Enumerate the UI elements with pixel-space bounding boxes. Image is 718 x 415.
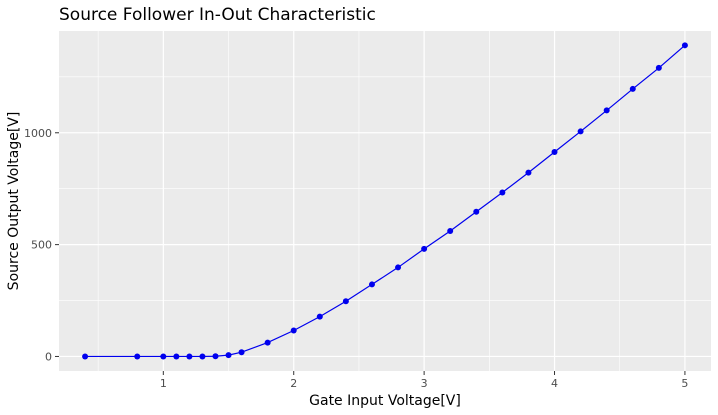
x-tick-label-3: 3 [421, 377, 428, 390]
data-point-19 [525, 169, 532, 176]
data-point-0 [82, 353, 89, 360]
grid-minor [59, 31, 711, 371]
x-tick-label-1: 1 [160, 377, 167, 390]
data-point-9 [264, 339, 271, 346]
data-point-8 [238, 349, 245, 356]
axis-ticks: 1 2 3 4 5 0 500 1000 [24, 127, 688, 390]
data-point-7 [225, 352, 232, 359]
data-point-23 [629, 85, 636, 92]
x-tick-label-2: 2 [290, 377, 297, 390]
x-tick-label-4: 4 [551, 377, 558, 390]
data-point-21 [577, 128, 584, 135]
data-point-2 [160, 353, 167, 360]
data-point-20 [551, 149, 558, 156]
data-point-17 [473, 208, 480, 215]
data-point-24 [655, 64, 662, 71]
data-point-22 [603, 107, 610, 114]
data-point-18 [499, 189, 506, 196]
data-point-15 [421, 245, 428, 252]
x-axis-title: Gate Input Voltage[V] [309, 393, 461, 409]
data-point-10 [290, 327, 297, 334]
data-point-6 [212, 353, 219, 360]
series-points [82, 42, 688, 360]
data-point-1 [134, 353, 141, 360]
y-tick-label-0: 0 [45, 350, 52, 363]
plot-panel [59, 31, 711, 371]
data-point-5 [199, 353, 206, 360]
data-point-16 [447, 227, 454, 234]
data-point-3 [173, 353, 180, 360]
data-point-25 [681, 42, 688, 49]
data-point-11 [316, 313, 323, 320]
data-point-14 [395, 264, 402, 271]
data-point-13 [368, 281, 375, 288]
x-tick-label-5: 5 [681, 377, 688, 390]
data-point-12 [342, 298, 349, 305]
data-point-4 [186, 353, 193, 360]
y-tick-label-1000: 1000 [24, 127, 52, 140]
chart-title: Source Follower In-Out Characteristic [59, 5, 376, 25]
y-tick-label-500: 500 [31, 239, 52, 252]
y-axis-title: Source Output Voltage[V] [6, 112, 22, 291]
